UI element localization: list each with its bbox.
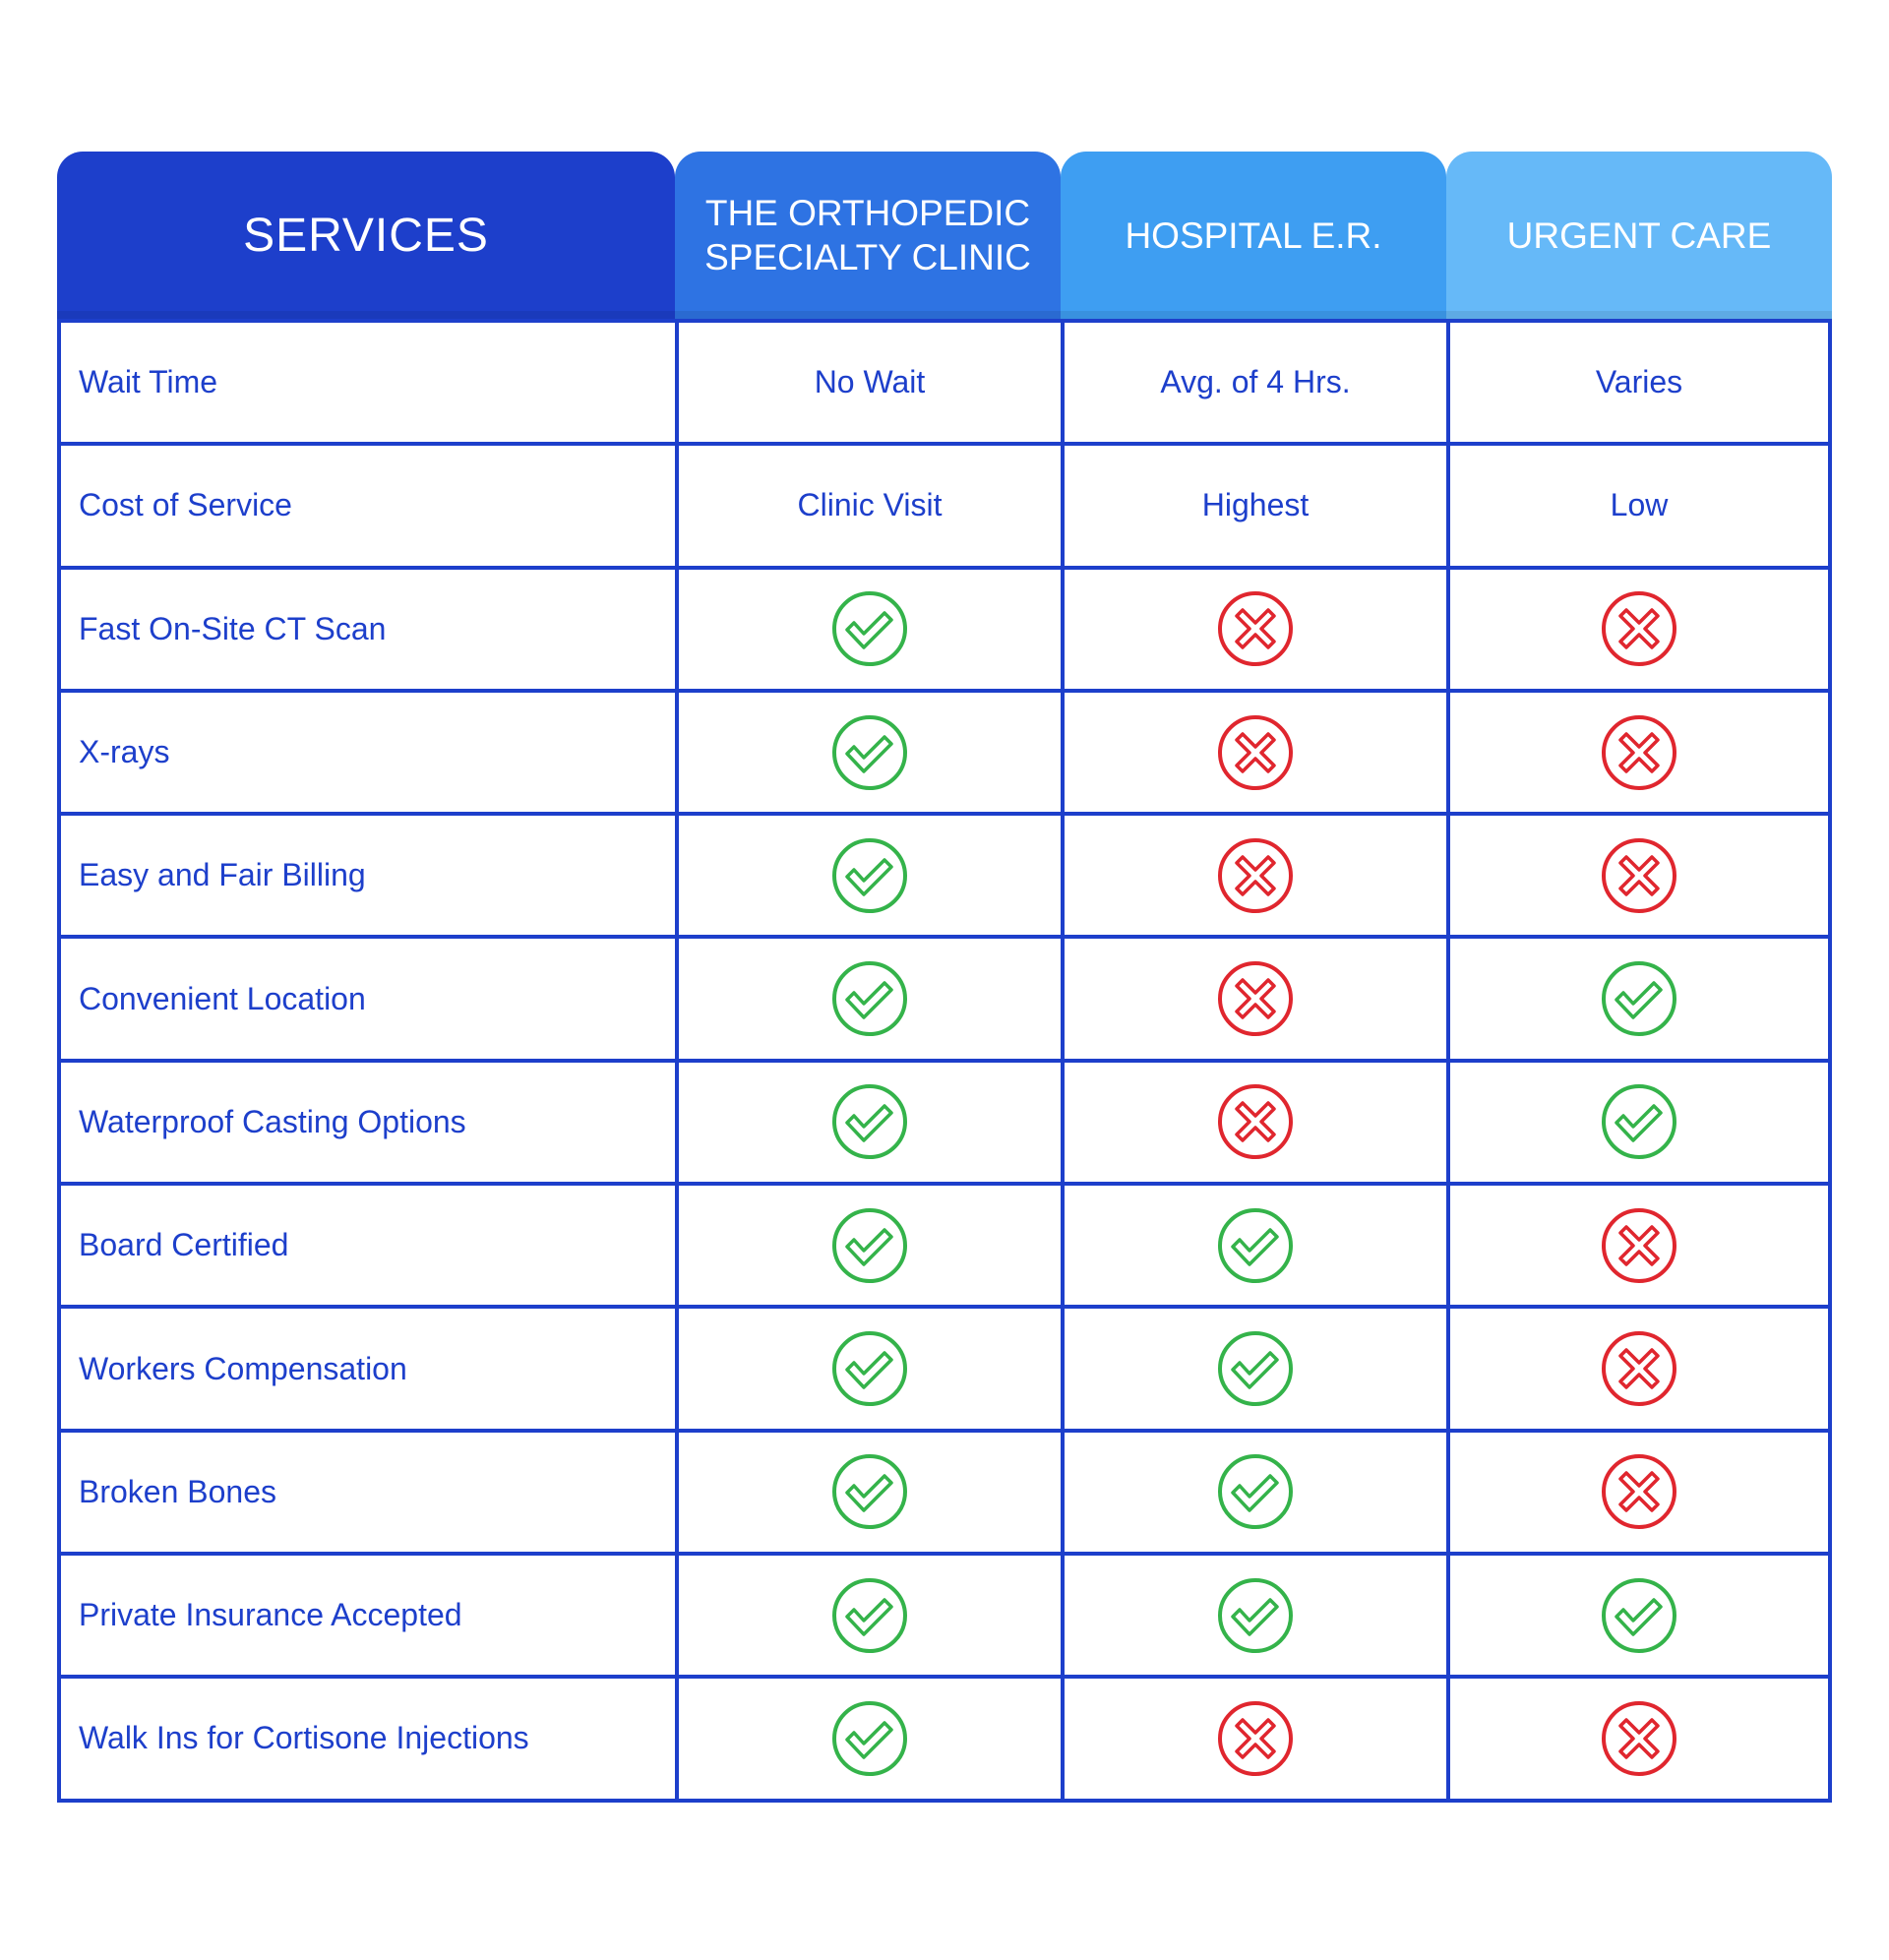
check-circle-icon	[832, 1454, 907, 1530]
service-label: Waterproof Casting Options	[79, 1103, 466, 1139]
table-cell-text: Low	[1446, 446, 1828, 566]
check-circle-icon	[832, 591, 907, 667]
header-services: SERVICES	[57, 152, 675, 319]
check-circle-icon	[832, 1084, 907, 1160]
table-body: Wait Time No Wait Avg. of 4 Hrs. Varies Cost…	[57, 319, 1832, 1803]
service-label: Broken Bones	[79, 1473, 277, 1509]
check-circle-icon	[1218, 1331, 1293, 1407]
check-circle-icon	[1602, 1577, 1676, 1653]
service-label: Workers Compensation	[79, 1350, 407, 1386]
table-cell	[1061, 1062, 1446, 1183]
table-row: Convenient Location	[61, 935, 1828, 1059]
table-cell	[1446, 1309, 1828, 1429]
x-circle-icon	[1218, 837, 1293, 913]
service-label: Wait Time	[79, 364, 218, 400]
header-hospital-er: HOSPITAL E.R.	[1061, 152, 1446, 319]
table-cell	[1061, 1186, 1446, 1306]
check-circle-icon	[832, 1700, 907, 1776]
table-cell	[1061, 1432, 1446, 1552]
service-label: Private Insurance Accepted	[79, 1597, 462, 1633]
table-row: Board Certified	[61, 1182, 1828, 1306]
table-cell	[1446, 1679, 1828, 1799]
table-cell	[1446, 1555, 1828, 1676]
x-circle-icon	[1602, 1454, 1676, 1530]
table-row: X-rays	[61, 688, 1828, 813]
x-circle-icon	[1602, 1700, 1676, 1776]
service-label: Convenient Location	[79, 980, 366, 1016]
table-cell	[1446, 692, 1828, 813]
check-circle-icon	[1218, 1207, 1293, 1283]
service-label: X-rays	[79, 734, 170, 770]
table-cell	[675, 939, 1061, 1059]
check-circle-icon	[1218, 1577, 1293, 1653]
table-row: Workers Compensation	[61, 1305, 1828, 1429]
table-cell-text: No Wait	[675, 323, 1061, 443]
table-cell	[1446, 1062, 1828, 1183]
table-cell	[1061, 939, 1446, 1059]
check-circle-icon	[1602, 961, 1676, 1037]
header-urgent-care: URGENT CARE	[1446, 152, 1832, 319]
table-row: Cost of Service Clinic Visit Highest Low	[61, 442, 1828, 566]
table-cell-text: Clinic Visit	[675, 446, 1061, 566]
table-row: Walk Ins for Cortisone Injections	[61, 1675, 1828, 1799]
x-circle-icon	[1218, 591, 1293, 667]
x-circle-icon	[1602, 837, 1676, 913]
table-cell	[675, 816, 1061, 936]
table-cell	[675, 1555, 1061, 1676]
check-circle-icon	[832, 837, 907, 913]
table-cell	[1446, 1432, 1828, 1552]
table-cell	[1061, 816, 1446, 936]
table-cell	[675, 1679, 1061, 1799]
check-circle-icon	[832, 1207, 907, 1283]
table-row: Easy and Fair Billing	[61, 812, 1828, 936]
table-cell-text: Highest	[1061, 446, 1446, 566]
service-label: Fast On-Site CT Scan	[79, 610, 387, 646]
table-cell	[1061, 1679, 1446, 1799]
x-circle-icon	[1218, 1084, 1293, 1160]
table-row: Broken Bones	[61, 1428, 1828, 1552]
table-cell	[675, 1186, 1061, 1306]
check-circle-icon	[832, 1331, 907, 1407]
table-row: Wait Time No Wait Avg. of 4 Hrs. Varies	[61, 319, 1828, 443]
service-label: Easy and Fair Billing	[79, 857, 366, 893]
table-cell	[1061, 1555, 1446, 1676]
check-circle-icon	[832, 1577, 907, 1653]
table-cell	[675, 1062, 1061, 1183]
header-orthopedic-clinic: THE ORTHOPEDIC SPECIALTY CLINIC	[675, 152, 1061, 319]
table-cell-text: Varies	[1446, 323, 1828, 443]
table-cell	[1446, 816, 1828, 936]
table-row: Waterproof Casting Options	[61, 1058, 1828, 1183]
table-row: Private Insurance Accepted	[61, 1551, 1828, 1676]
check-circle-icon	[832, 714, 907, 790]
table-cell	[1061, 1309, 1446, 1429]
table-cell	[1061, 692, 1446, 813]
table-cell	[1446, 939, 1828, 1059]
service-label: Cost of Service	[79, 487, 292, 523]
service-label: Board Certified	[79, 1227, 289, 1263]
check-circle-icon	[1218, 1454, 1293, 1530]
table-cell-text: Avg. of 4 Hrs.	[1061, 323, 1446, 443]
x-circle-icon	[1218, 714, 1293, 790]
table-cell	[1446, 569, 1828, 689]
x-circle-icon	[1602, 1207, 1676, 1283]
table-cell	[1061, 569, 1446, 689]
x-circle-icon	[1218, 961, 1293, 1037]
comparison-table: SERVICES THE ORTHOPEDIC SPECIALTY CLINIC…	[57, 152, 1832, 1803]
table-header: SERVICES THE ORTHOPEDIC SPECIALTY CLINIC…	[57, 152, 1832, 319]
table-cell	[675, 692, 1061, 813]
table-cell	[675, 569, 1061, 689]
x-circle-icon	[1602, 1331, 1676, 1407]
check-circle-icon	[1602, 1084, 1676, 1160]
check-circle-icon	[832, 961, 907, 1037]
table-cell	[675, 1432, 1061, 1552]
table-cell	[675, 1309, 1061, 1429]
x-circle-icon	[1218, 1700, 1293, 1776]
table-cell	[1446, 1186, 1828, 1306]
service-label: Walk Ins for Cortisone Injections	[79, 1720, 529, 1756]
x-circle-icon	[1602, 591, 1676, 667]
x-circle-icon	[1602, 714, 1676, 790]
table-row: Fast On-Site CT Scan	[61, 565, 1828, 689]
